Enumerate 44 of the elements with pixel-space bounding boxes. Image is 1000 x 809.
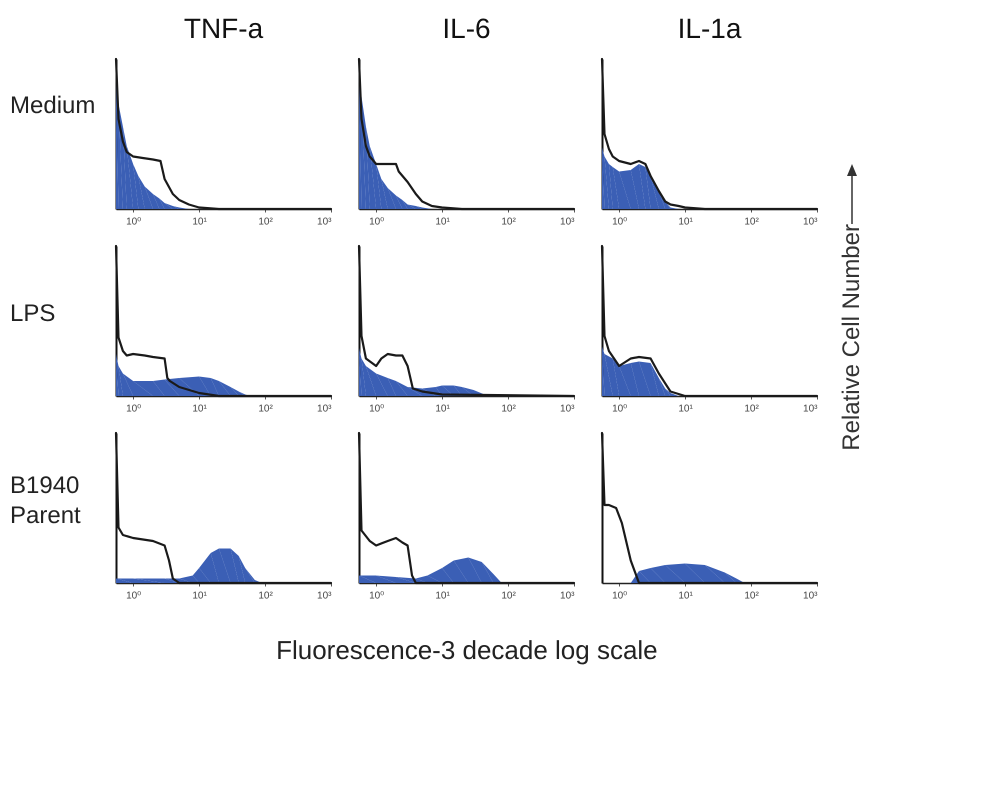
x-axis-title: Fluorescence-3 decade log scale <box>276 634 658 666</box>
x-tick-label: 10⁰ <box>369 216 385 228</box>
x-tick-label: 10² <box>502 216 517 228</box>
x-tick-label: 10¹ <box>678 216 694 228</box>
x-tick-label: 10² <box>744 590 760 602</box>
x-tick-label: 10² <box>258 590 274 602</box>
chart-title: IL-1a <box>678 12 742 44</box>
x-tick-label: 10¹ <box>678 404 694 414</box>
x-tick-label: 10¹ <box>192 590 208 602</box>
x-tick-label: 10² <box>744 404 760 414</box>
x-tick-label: 10⁰ <box>126 216 142 228</box>
x-tick-label: 10³ <box>560 216 576 228</box>
x-tick-label: 10⁰ <box>126 404 142 414</box>
x-tick-label: 10³ <box>803 216 819 228</box>
x-tick-label: 10³ <box>560 590 576 602</box>
x-tick-label: 10³ <box>317 590 333 602</box>
x-tick-label: 10² <box>744 216 760 228</box>
x-tick-label: 10² <box>502 404 517 414</box>
x-tick-label: 10³ <box>560 404 576 414</box>
x-tick-label: 10¹ <box>436 404 451 414</box>
x-tick-label: 10¹ <box>436 216 451 228</box>
x-tick-label: 10⁰ <box>369 590 385 602</box>
x-tick-label: 10⁰ <box>369 404 385 414</box>
y-axis-title: LPS <box>10 298 56 328</box>
x-tick-label: 10⁰ <box>612 404 628 414</box>
chart-title: IL-6 <box>442 12 491 44</box>
x-tick-label: 10³ <box>803 590 819 602</box>
x-tick-label: 10³ <box>317 216 333 228</box>
y-axis-title: B1940 Parent <box>10 470 81 530</box>
y2-axis-title: Relative Cell Number <box>838 224 866 451</box>
x-tick-label: 10³ <box>803 404 819 414</box>
x-tick-label: 10² <box>258 404 274 414</box>
x-tick-label: 10¹ <box>192 216 208 228</box>
chart-title: TNF-a <box>184 12 264 44</box>
x-tick-label: 10¹ <box>436 590 451 602</box>
x-tick-label: 10⁰ <box>612 216 628 228</box>
x-tick-label: 10² <box>502 590 517 602</box>
y-axis-title: Medium <box>10 90 96 120</box>
x-tick-label: 10¹ <box>192 404 208 414</box>
x-tick-label: 10¹ <box>678 590 694 602</box>
x-tick-label: 10³ <box>317 404 333 414</box>
x-tick-label: 10⁰ <box>612 590 628 602</box>
x-tick-label: 10⁰ <box>126 590 142 602</box>
x-tick-label: 10² <box>258 216 274 228</box>
